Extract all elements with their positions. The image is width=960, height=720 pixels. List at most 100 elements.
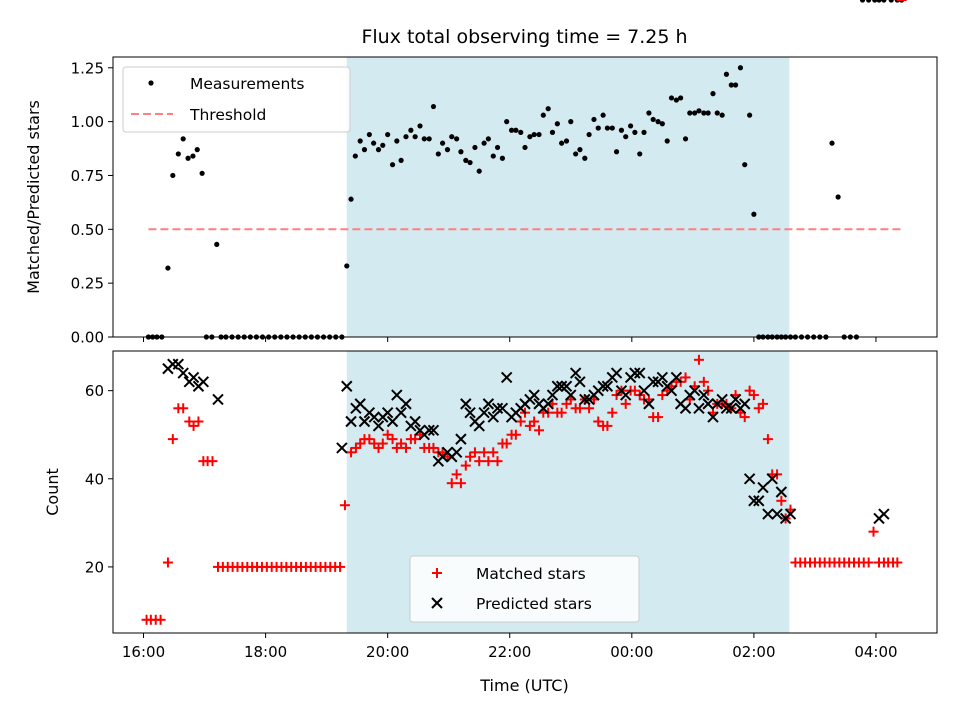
matched-star-point (483, 456, 494, 467)
measurement-point (673, 97, 679, 103)
matched-star-point (607, 407, 618, 418)
predicted-star-point (487, 411, 499, 423)
predicted-star-point (743, 473, 756, 485)
measurement-point (650, 116, 656, 123)
measurement-point (632, 129, 638, 135)
predicted-star-point (656, 371, 669, 384)
predicted-star-b (698, 389, 710, 401)
count-points (141, 0, 907, 625)
measurement-point (170, 172, 176, 179)
measurement-point (403, 134, 409, 140)
predicted-star-b (725, 402, 738, 414)
matched-star-point (167, 434, 178, 445)
matched-star-point (510, 429, 521, 440)
measurement-point (687, 110, 693, 116)
predicted-star-b (197, 376, 210, 388)
matched-star-point (776, 495, 787, 506)
predicted-star-b (423, 424, 435, 437)
predicted-star-point (601, 380, 614, 392)
predicted-star-b (528, 389, 540, 401)
matched-star-point (410, 434, 421, 445)
predicted-legend-marker (431, 597, 443, 609)
predicted-star-point (579, 393, 591, 406)
matched-star-point (162, 557, 173, 568)
predicted-star-point (725, 402, 738, 414)
predicted-star-point (665, 384, 678, 397)
measurement-point (540, 112, 546, 118)
matched-star-point (396, 438, 407, 449)
predicted-star-point (496, 402, 509, 414)
measurement-point (692, 110, 698, 116)
predicted-star-b (551, 380, 564, 392)
measurement-point (876, 0, 882, 3)
predicted-star-point (688, 384, 701, 397)
matched-star-point (556, 407, 567, 418)
predicted-star-b (784, 508, 797, 520)
measurement-point (408, 127, 414, 133)
predicted-star-b (546, 389, 559, 401)
measurement-point (494, 144, 501, 151)
predicted-star-point (368, 411, 380, 423)
predicted-star-point (643, 398, 655, 410)
matched-star-point (335, 561, 346, 572)
predicted-star-point (212, 393, 224, 406)
matched-legend-marker (432, 568, 442, 578)
measurement-point (490, 153, 496, 159)
predicted-star-point (698, 389, 710, 401)
measurement-point (190, 153, 196, 159)
measurement-point (623, 134, 629, 140)
predicted-star-point (634, 367, 646, 379)
predicted-star-point (597, 380, 609, 392)
predicted-star-b (597, 380, 609, 392)
predicted-star-b (670, 371, 683, 384)
measurement-point (714, 110, 720, 116)
predicted-star-b (212, 393, 224, 406)
measurement-point (678, 95, 684, 101)
ratio-y-ticks: 0.00 0.25 0.50 0.75 1.00 1.25 (71, 59, 113, 347)
predicted-star-point (784, 508, 797, 520)
matched-star-point (382, 429, 393, 440)
measurement-point (609, 125, 615, 131)
predicted-star-b (336, 442, 348, 454)
y-tick-label: 60 (85, 382, 104, 400)
predicted-star-b (172, 358, 185, 370)
matched-star-point (892, 557, 903, 568)
predicted-star-b (716, 393, 728, 406)
matched-star-point (460, 460, 471, 471)
predicted-star-point (878, 508, 890, 520)
predicted-star-b (427, 424, 440, 437)
predicted-star-point (620, 389, 632, 401)
predicted-star-point (629, 367, 641, 379)
measurement-point (627, 123, 634, 129)
measurement-point (194, 147, 200, 153)
measurement-point (872, 0, 878, 3)
predicted-star-b (702, 398, 714, 410)
predicted-star-b (693, 402, 705, 414)
measurements-legend-label: Measurements (190, 75, 305, 93)
matched-star-point (653, 412, 664, 423)
measurement-point (508, 127, 515, 133)
predicted-star-b (455, 433, 467, 445)
predicted-star-point (560, 380, 573, 392)
matched-star-point (178, 403, 189, 414)
matched-star-point (451, 469, 462, 480)
matched-star-point (474, 456, 485, 467)
predicted-star-b (753, 495, 765, 507)
measurement-point (835, 194, 841, 200)
matched-star-point (492, 456, 503, 467)
measurement-point (719, 112, 725, 118)
x-tick-label: 22:00 (488, 643, 531, 661)
matched-star-point (207, 456, 218, 467)
measurement-point (591, 116, 597, 123)
measurement-point (600, 112, 606, 118)
matched-star-point (574, 403, 585, 414)
measurement-point (426, 136, 432, 142)
predicted-star-b (496, 402, 509, 414)
predicted-star-point (423, 424, 435, 437)
measurement-point (664, 138, 670, 144)
y-tick-label: 1.25 (71, 59, 104, 77)
measurement-point (458, 149, 464, 155)
predicted-star-point (766, 473, 778, 485)
measurement-point (682, 136, 689, 142)
predicted-star-b (460, 398, 472, 410)
